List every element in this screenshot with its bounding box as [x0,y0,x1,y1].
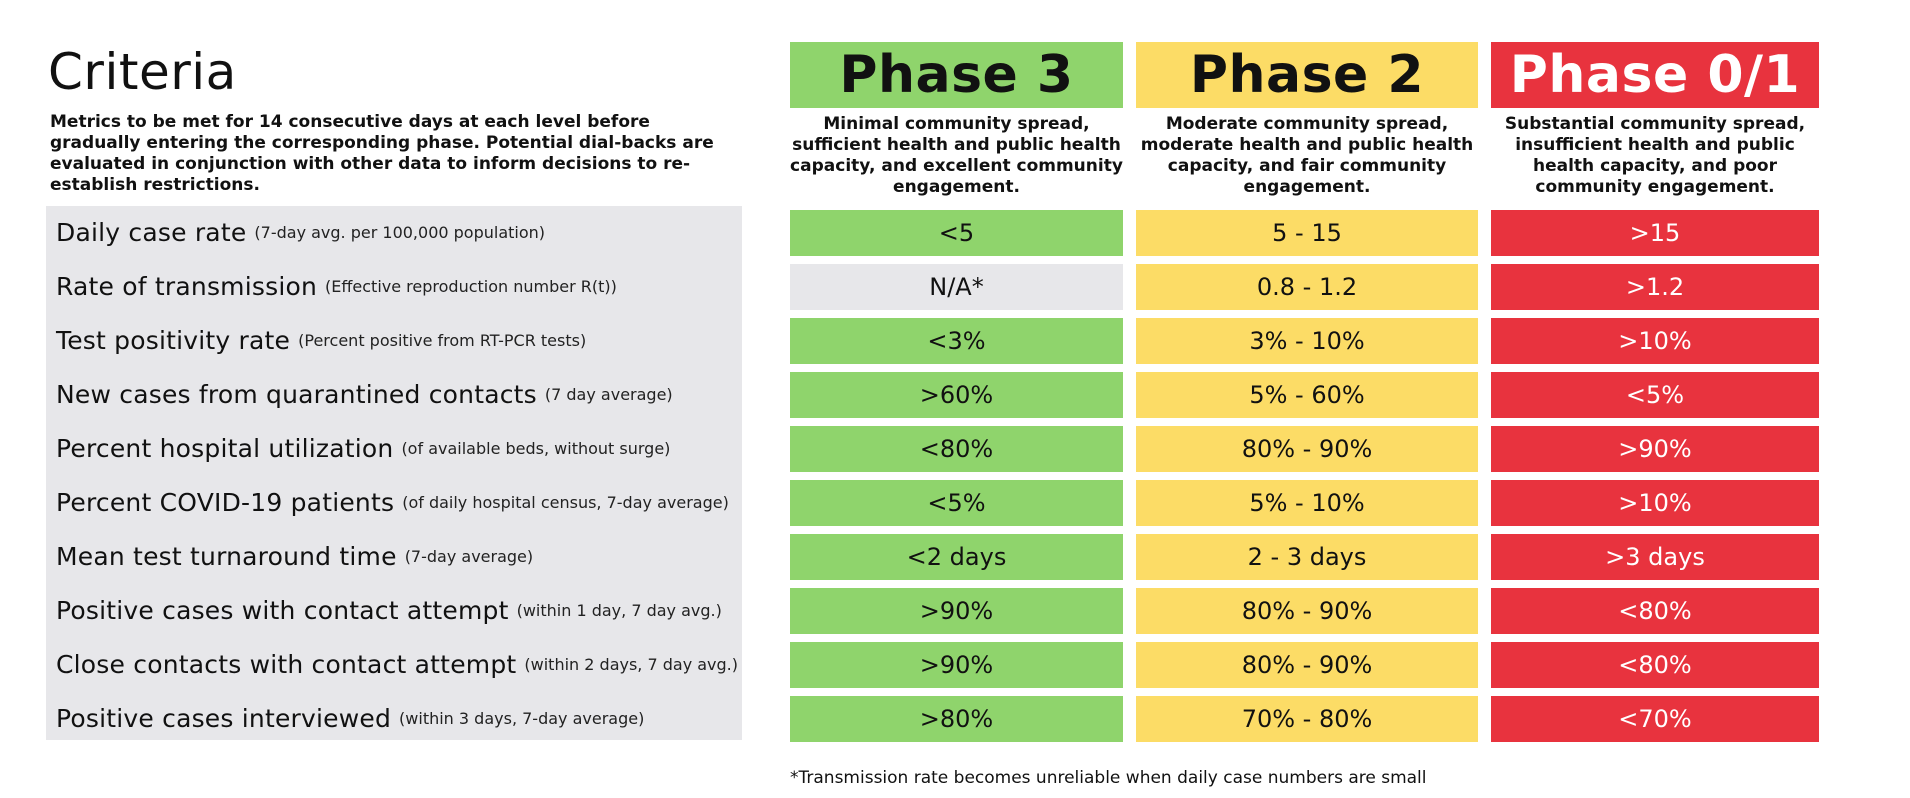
row-note: (7-day avg. per 100,000 population) [254,223,546,242]
row-note: (within 2 days, 7 day avg.) [524,655,739,674]
cell-phase-2: 80% - 90% [1136,642,1478,688]
row-label-close-contacts-with-contact-attempt: Close contacts with contact attempt (with… [56,638,742,691]
phase-3-description: Minimal community spread, sufficient hea… [790,114,1123,197]
page-title: Criteria [48,43,237,101]
row-note: (within 1 day, 7 day avg.) [516,601,722,620]
cell-phase-2: 80% - 90% [1136,588,1478,634]
cell-phase-3: >80% [790,696,1123,742]
cell-phase-3: <2 days [790,534,1123,580]
row-label-text: Close contacts with contact attempt [56,650,517,679]
cell-phase-2: 80% - 90% [1136,426,1478,472]
criteria-label-panel [46,206,742,740]
row-note: (within 3 days, 7-day average) [399,709,645,728]
row-note: (7 day average) [544,385,673,404]
cell-phase-0-1: <80% [1491,642,1819,688]
phase-3-header: Phase 3 [790,42,1123,108]
row-note: (Effective reproduction number R(t)) [325,277,617,296]
phase-2-header: Phase 2 [1136,42,1478,108]
cell-phase-0-1: >15 [1491,210,1819,256]
cell-phase-0-1: >90% [1491,426,1819,472]
phase-0-1-header: Phase 0/1 [1491,42,1819,108]
row-label-mean-test-turnaround-time: Mean test turnaround time (7-day average) [56,530,742,583]
cell-phase-3: <5% [790,480,1123,526]
cell-phase-2: 5% - 10% [1136,480,1478,526]
cell-phase-3: <3% [790,318,1123,364]
criteria-description: Metrics to be met for 14 consecutive day… [50,112,714,195]
cell-phase-2: 2 - 3 days [1136,534,1478,580]
cell-phase-3: >90% [790,588,1123,634]
row-note: (of daily hospital census, 7-day average… [402,493,729,512]
cell-phase-3: <5 [790,210,1123,256]
cell-phase-0-1: >10% [1491,318,1819,364]
row-label-text: Rate of transmission [56,272,318,301]
cell-phase-0-1: >10% [1491,480,1819,526]
row-label-percent-covid-19-patients: Percent COVID-19 patients (of daily hospi… [56,476,742,529]
footnote: *Transmission rate becomes unreliable wh… [790,768,1427,788]
row-label-text: Positive cases with contact attempt [56,596,509,625]
row-note: (of available beds, without surge) [401,439,671,458]
phase-0-1-description: Substantial community spread, insufficie… [1504,114,1806,197]
cell-phase-3: <80% [790,426,1123,472]
cell-phase-2: 70% - 80% [1136,696,1478,742]
row-note: (Percent positive from RT-PCR tests) [298,331,587,350]
cell-phase-2: 0.8 - 1.2 [1136,264,1478,310]
row-label-percent-hospital-utilization: Percent hospital utilization (of availabl… [56,422,742,475]
row-label-text: Positive cases interviewed [56,704,392,733]
cell-phase-3: >90% [790,642,1123,688]
row-label-positive-cases-with-contact-attempt: Positive cases with contact attempt (with… [56,584,742,637]
row-label-text: New cases from quarantined contacts [56,380,537,409]
cell-phase-2: 5 - 15 [1136,210,1478,256]
row-label-text: Test positivity rate [56,326,291,355]
row-label-text: Percent hospital utilization [56,434,394,463]
row-label-test-positivity-rate: Test positivity rate (Percent positive fr… [56,314,742,367]
cell-phase-0-1: <80% [1491,588,1819,634]
row-label-positive-cases-interviewed: Positive cases interviewed (within 3 days… [56,692,742,745]
cell-phase-2: 5% - 60% [1136,372,1478,418]
row-label-text: Daily case rate [56,218,247,247]
row-label-daily-case-rate: Daily case rate (7-day avg. per 100,000 p… [56,206,742,259]
row-label-new-cases-from-quarantined-contacts: New cases from quarantined contacts (7 da… [56,368,742,421]
cell-phase-0-1: >1.2 [1491,264,1819,310]
row-label-rate-of-transmission: Rate of transmission (Effective reproduct… [56,260,742,313]
phase-2-description: Moderate community spread, moderate heal… [1140,114,1474,197]
cell-phase-0-1: >3 days [1491,534,1819,580]
row-label-text: Percent COVID-19 patients [56,488,395,517]
row-note: (7-day average) [404,547,534,566]
cell-phase-3: N/A* [790,264,1123,310]
cell-phase-0-1: <70% [1491,696,1819,742]
cell-phase-0-1: <5% [1491,372,1819,418]
cell-phase-3: >60% [790,372,1123,418]
row-label-text: Mean test turnaround time [56,542,397,571]
cell-phase-2: 3% - 10% [1136,318,1478,364]
